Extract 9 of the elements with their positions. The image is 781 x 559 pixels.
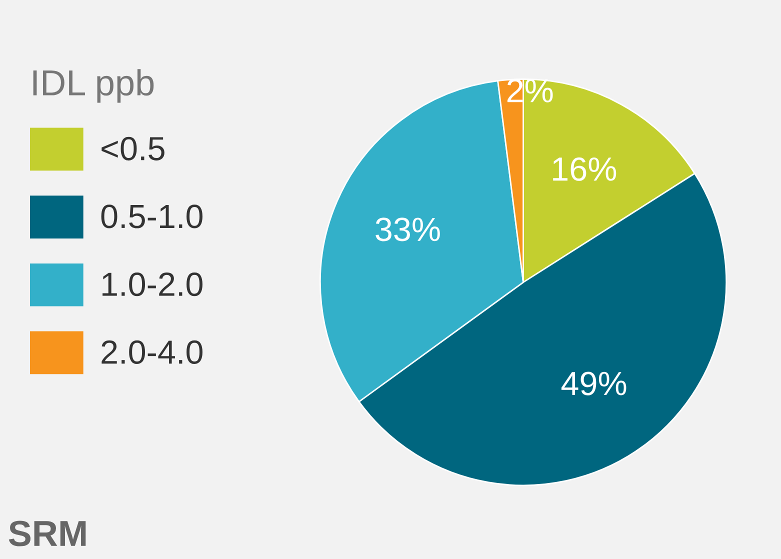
legend-label: 1.0-2.0 <box>102 272 202 296</box>
legend-label: 0.5-1.0 <box>101 204 202 228</box>
legend-label: 2.0-4.0 <box>102 340 202 364</box>
data-label: 16% <box>553 157 616 181</box>
legend-title: IDL ppb <box>33 69 154 103</box>
data-label: 33% <box>376 218 440 242</box>
text: SRM <box>8 520 86 546</box>
data-label: 49% <box>561 372 626 396</box>
legend-label: <0.5 <box>102 136 164 160</box>
